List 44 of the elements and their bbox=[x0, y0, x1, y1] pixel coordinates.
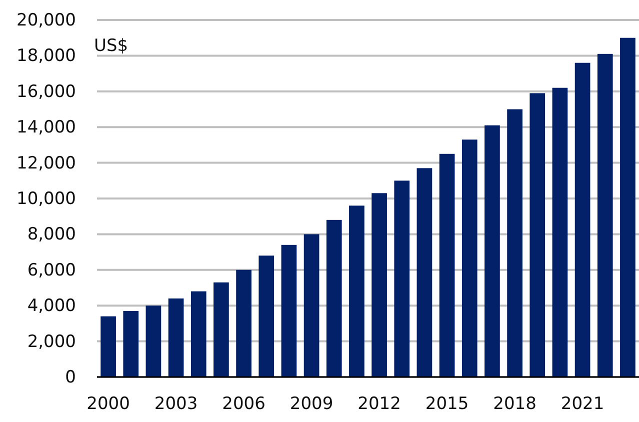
x-tick-label: 2021 bbox=[560, 394, 604, 414]
bar bbox=[146, 306, 162, 377]
bar bbox=[574, 62, 590, 377]
bar bbox=[416, 168, 432, 377]
bar bbox=[552, 88, 568, 377]
bar bbox=[349, 206, 364, 377]
y-tick-label: 6,000 bbox=[27, 260, 76, 280]
y-axis-title: US$ bbox=[94, 36, 128, 56]
y-tick-label: 20,000 bbox=[16, 10, 76, 30]
bar bbox=[530, 93, 546, 377]
y-tick-label: 2,000 bbox=[27, 332, 76, 352]
y-tick-label: 8,000 bbox=[27, 224, 76, 245]
bar bbox=[214, 282, 229, 377]
bar bbox=[100, 316, 116, 377]
x-tick-label: 2018 bbox=[493, 394, 536, 414]
bar bbox=[123, 310, 139, 377]
bar bbox=[620, 38, 636, 377]
x-tick-label: 2012 bbox=[358, 394, 401, 414]
x-tick-label: 2009 bbox=[290, 394, 334, 414]
y-tick-label: 16,000 bbox=[16, 82, 76, 102]
y-tick-label: 10,000 bbox=[16, 188, 76, 209]
bar bbox=[190, 291, 206, 377]
bar bbox=[462, 140, 478, 377]
bar bbox=[597, 54, 613, 377]
x-tick-label: 2015 bbox=[425, 394, 469, 414]
y-tick-label: 0 bbox=[65, 367, 76, 388]
y-tick-label: 14,000 bbox=[16, 118, 76, 138]
bar bbox=[258, 256, 274, 377]
bar bbox=[168, 298, 184, 377]
y-tick-label: 12,000 bbox=[16, 153, 76, 174]
bar bbox=[394, 180, 410, 377]
x-tick-label: 2000 bbox=[86, 394, 130, 414]
bar bbox=[236, 270, 252, 377]
bar bbox=[304, 234, 320, 377]
y-tick-label: 4,000 bbox=[27, 296, 76, 316]
bar bbox=[484, 125, 500, 377]
bar bbox=[439, 154, 455, 377]
x-tick-label: 2003 bbox=[154, 394, 198, 414]
bar bbox=[507, 109, 522, 377]
bar bbox=[281, 244, 297, 377]
x-tick-label: 2006 bbox=[222, 394, 266, 414]
bar bbox=[326, 220, 342, 377]
y-tick-label: 18,000 bbox=[16, 46, 76, 66]
bar bbox=[372, 193, 387, 377]
